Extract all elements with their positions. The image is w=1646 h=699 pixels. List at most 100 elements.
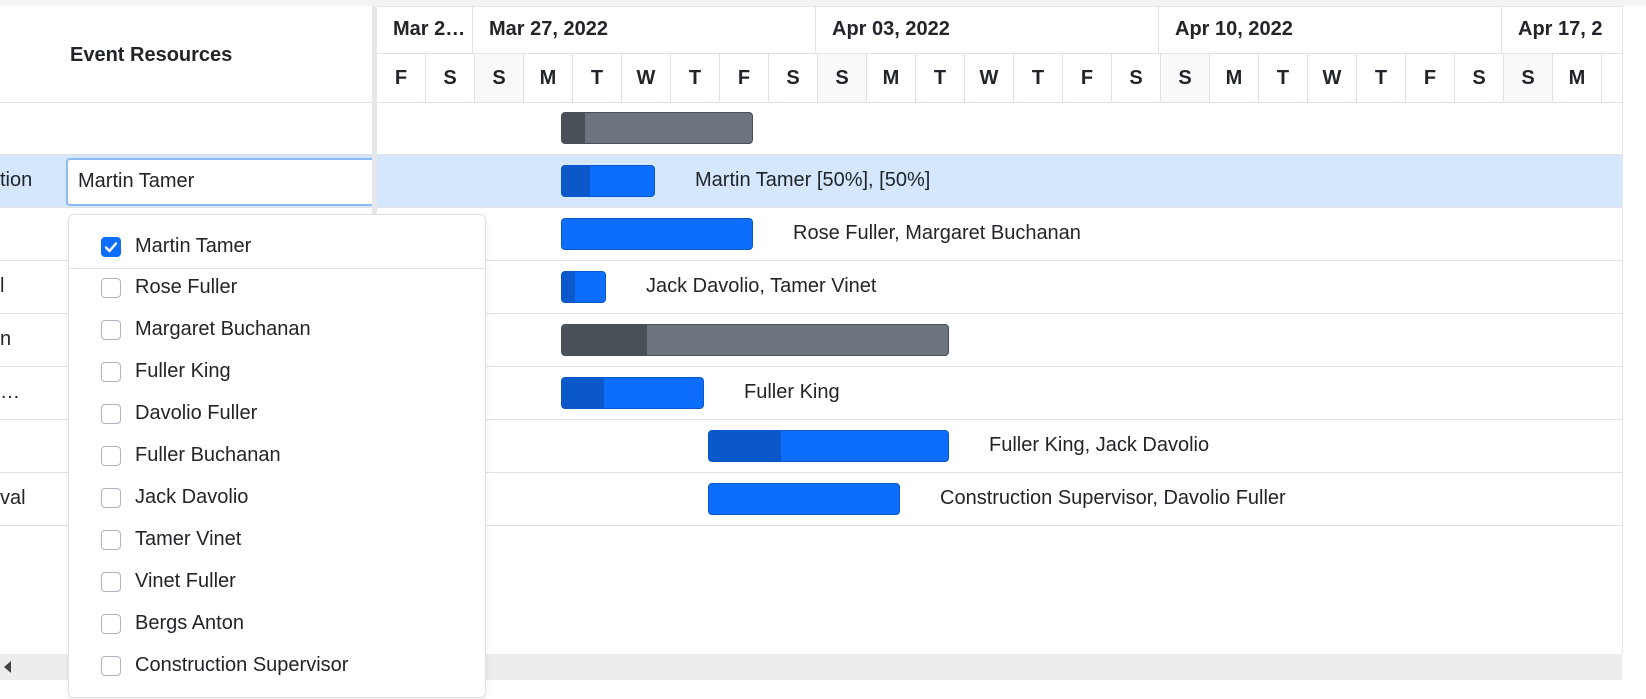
checkbox-unchecked-icon[interactable] xyxy=(101,320,121,340)
resource-option[interactable]: Margaret Buchanan xyxy=(69,309,485,349)
resource-option[interactable]: Tamer Vinet xyxy=(69,519,485,559)
day-header-cell: T xyxy=(671,54,720,102)
checkbox-unchecked-icon[interactable] xyxy=(101,530,121,550)
task-resource-label: Jack Davolio, Tamer Vinet xyxy=(646,275,877,297)
checkbox-unchecked-icon[interactable] xyxy=(101,614,121,634)
task-bar[interactable] xyxy=(561,271,606,303)
day-header-cell: S xyxy=(769,54,818,102)
chart-row xyxy=(377,102,1622,155)
day-header-cell: S xyxy=(1504,54,1553,102)
task-bar[interactable] xyxy=(708,430,949,462)
resource-option-label: Jack Davolio xyxy=(135,486,249,508)
task-resource-label: Rose Fuller, Margaret Buchanan xyxy=(793,222,1081,244)
resource-option-label: Fuller Buchanan xyxy=(135,444,281,466)
resource-option[interactable]: Rose Fuller xyxy=(69,267,485,307)
chart-row xyxy=(377,314,1622,367)
task-progress xyxy=(562,378,605,408)
week-header-cell: Apr 10, 2022 xyxy=(1159,6,1502,53)
chart-pane: Mar 2… Mar 27, 2022 Apr 03, 2022 Apr 10, 20… xyxy=(377,6,1622,654)
day-header-cell: F xyxy=(720,54,769,102)
resource-option[interactable]: Martin Tamer xyxy=(69,226,485,266)
resource-option[interactable]: Davolio Fuller xyxy=(69,393,485,433)
checkbox-unchecked-icon[interactable] xyxy=(101,278,121,298)
column-header-event-resources[interactable]: Event Resources xyxy=(70,44,233,66)
day-header-cell: S xyxy=(818,54,867,102)
task-progress xyxy=(562,325,647,355)
dropdown-separator xyxy=(69,268,485,269)
timeline-week-header: Mar 2… Mar 27, 2022 Apr 03, 2022 Apr 10, 20… xyxy=(377,6,1622,54)
day-header-cell: T xyxy=(573,54,622,102)
task-name-cell: l xyxy=(0,275,5,297)
resource-option-label: Construction Supervisor xyxy=(135,654,349,676)
week-label: Apr 17, 2 xyxy=(1518,18,1603,40)
task-name-cell: tion xyxy=(0,169,33,191)
parent-task-bar[interactable] xyxy=(561,112,753,144)
day-header-cell: M xyxy=(867,54,916,102)
resource-option-label: Bergs Anton xyxy=(135,612,244,634)
week-label: Apr 10, 2022 xyxy=(1175,18,1293,40)
checkbox-unchecked-icon[interactable] xyxy=(101,656,121,676)
day-header-cell: S xyxy=(1112,54,1161,102)
task-bar[interactable] xyxy=(561,218,753,250)
week-header-cell: Mar 27, 2022 xyxy=(473,6,816,53)
week-label: Mar 27, 2022 xyxy=(489,18,608,40)
task-name-cell: … xyxy=(0,381,20,403)
resource-option[interactable]: Jack Davolio xyxy=(69,477,485,517)
checkbox-unchecked-icon[interactable] xyxy=(101,362,121,382)
task-name-cell: n xyxy=(0,328,12,350)
week-header-cell: Apr 17, 2 xyxy=(1502,6,1622,53)
checkbox-unchecked-icon[interactable] xyxy=(101,572,121,592)
task-progress xyxy=(562,166,590,196)
resource-option-label: Margaret Buchanan xyxy=(135,318,311,340)
scroll-left-arrow-icon[interactable] xyxy=(4,661,11,673)
checkbox-unchecked-icon[interactable] xyxy=(101,404,121,424)
grid-row[interactable] xyxy=(0,102,372,155)
resource-option[interactable]: Construction Supervisor xyxy=(69,645,485,685)
task-name-cell: val xyxy=(0,487,26,509)
resource-editor-input[interactable] xyxy=(78,170,358,193)
resource-option-label: Tamer Vinet xyxy=(135,528,242,550)
day-header-cell: S xyxy=(1161,54,1210,102)
resource-option[interactable]: Bergs Anton xyxy=(69,603,485,643)
task-progress xyxy=(709,431,781,461)
week-header-cell: Mar 2… xyxy=(377,6,473,53)
resource-option-label: Martin Tamer xyxy=(135,235,252,257)
task-bar[interactable] xyxy=(561,165,655,197)
day-header-cell: T xyxy=(916,54,965,102)
day-header-cell: T xyxy=(1357,54,1406,102)
resource-option-label: Fuller King xyxy=(135,360,231,382)
resource-option-label: Davolio Fuller xyxy=(135,402,258,424)
task-progress xyxy=(562,272,575,302)
grid-header: Event Resources xyxy=(0,6,372,103)
day-header-cell: S xyxy=(1455,54,1504,102)
resource-option-label: Rose Fuller xyxy=(135,276,238,298)
day-header-cell: T xyxy=(1014,54,1063,102)
week-label: Apr 03, 2022 xyxy=(832,18,950,40)
day-header-cell: M xyxy=(1210,54,1259,102)
checkbox-checked-icon[interactable] xyxy=(101,237,121,257)
day-header-cell: M xyxy=(524,54,573,102)
resource-editor[interactable] xyxy=(66,158,372,206)
day-header-cell: W xyxy=(965,54,1014,102)
resource-dropdown: Martin Tamer Rose Fuller Margaret Buchanan… xyxy=(68,214,486,698)
task-resource-label: Construction Supervisor, Davolio Fuller xyxy=(940,487,1286,509)
day-header-cell: F xyxy=(1063,54,1112,102)
checkbox-unchecked-icon[interactable] xyxy=(101,446,121,466)
week-label: Mar 2… xyxy=(393,18,466,40)
task-bar[interactable] xyxy=(561,377,704,409)
chart-row xyxy=(377,261,1622,314)
day-header-cell: W xyxy=(622,54,671,102)
checkbox-unchecked-icon[interactable] xyxy=(101,488,121,508)
vertical-scrollbar[interactable] xyxy=(1622,6,1646,654)
resource-option[interactable]: Fuller Buchanan xyxy=(69,435,485,475)
parent-task-bar[interactable] xyxy=(561,324,949,356)
task-resource-label: Martin Tamer [50%], [50%] xyxy=(695,169,931,191)
resource-option[interactable]: Fuller King xyxy=(69,351,485,391)
task-bar[interactable] xyxy=(708,483,900,515)
task-resource-label: Fuller King, Jack Davolio xyxy=(989,434,1210,456)
day-header-cell: M xyxy=(1553,54,1602,102)
day-header-cell: S xyxy=(475,54,524,102)
resource-option[interactable]: Vinet Fuller xyxy=(69,561,485,601)
day-header-cell: F xyxy=(1406,54,1455,102)
